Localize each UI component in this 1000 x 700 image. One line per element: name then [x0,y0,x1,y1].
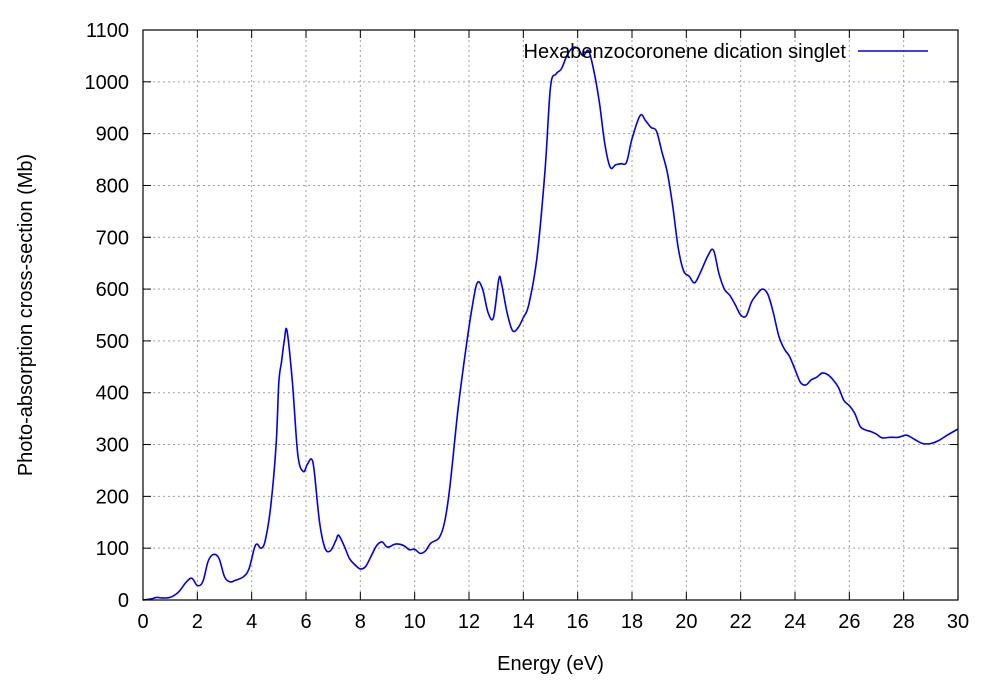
y-tick-label: 200 [96,486,129,508]
x-axis-title: Energy (eV) [497,653,604,675]
y-tick-label: 700 [96,227,129,249]
x-tick-label: 18 [621,611,643,633]
x-tick-label: 24 [784,611,806,633]
series-layer [142,46,959,601]
y-tick-label: 0 [118,590,129,612]
legend-label: Hexabenzocoronene dication singlet [524,41,847,63]
y-tick-label: 600 [96,279,129,301]
x-tick-label: 12 [458,611,480,633]
x-tick-label: 10 [404,611,426,633]
y-tick-label: 300 [96,435,129,457]
y-tick-label: 800 [96,175,129,197]
series-line [142,46,959,601]
x-tick-label: 2 [192,611,203,633]
x-tick-label: 8 [355,611,366,633]
tick-labels: 0 2 4 6 8 10 12 14 16 18 20 22 24 26 28 300100200300400… [85,20,970,633]
x-tick-label: 30 [947,611,969,633]
x-tick-label: 22 [730,611,752,633]
x-tick-label: 4 [246,611,257,633]
y-axis-title: Photo-absorption cross-section (Mb) [15,154,37,476]
x-tick-label: 16 [567,611,589,633]
legend: Hexabenzocoronene dication singlet [524,41,928,63]
grid [143,30,958,600]
y-tick-label: 100 [96,538,129,560]
y-tick-label: 500 [96,331,129,353]
y-tick-label: 400 [96,383,129,405]
tick-marks [142,29,959,601]
plot-frame [142,29,959,601]
y-tick-label: 1000 [85,72,130,94]
x-tick-label: 0 [137,611,148,633]
x-tick-label: 26 [838,611,860,633]
y-tick-label: 900 [96,124,129,146]
y-tick-label: 1100 [86,20,129,42]
x-tick-label: 6 [300,611,311,633]
x-tick-label: 14 [512,611,534,633]
x-tick-label: 28 [893,611,915,633]
x-tick-label: 20 [675,611,697,633]
